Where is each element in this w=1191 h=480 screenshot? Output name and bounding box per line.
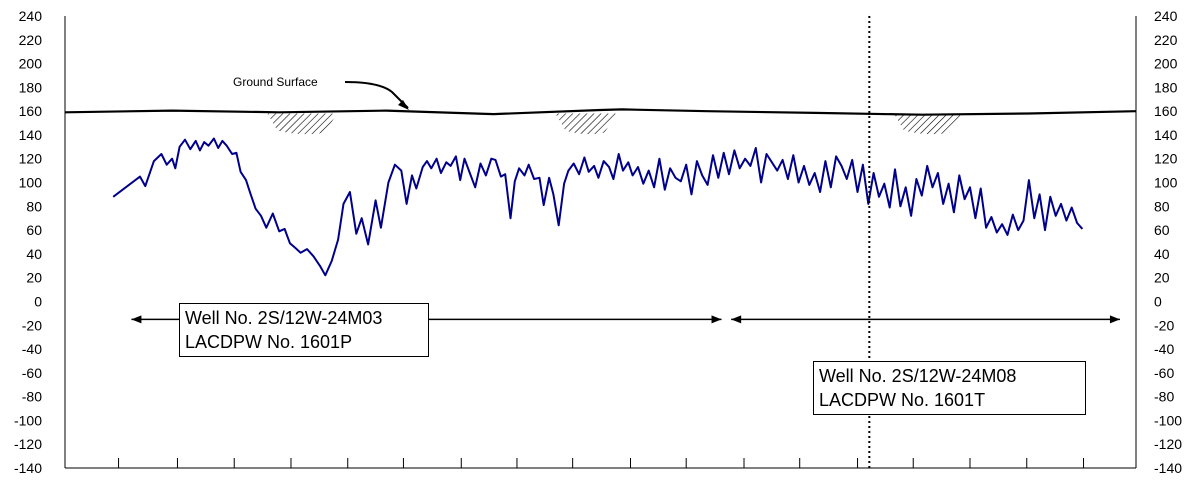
y-tick-label-left: -100	[14, 412, 42, 428]
y-tick-label-right: -80	[1154, 389, 1174, 405]
y-tick-label-right: 140	[1154, 127, 1178, 143]
soil-hatch	[555, 113, 617, 135]
y-tick-label-right: 240	[1154, 8, 1178, 24]
well-label-box-1: Well No. 2S/12W-24M03 LACDPW No. 1601P	[179, 303, 429, 357]
y-tick-label-right: 0	[1154, 293, 1162, 309]
well-number-2: Well No. 2S/12W-24M08	[819, 366, 1017, 386]
y-tick-label-right: -100	[1154, 412, 1182, 428]
y-tick-label-left: 20	[26, 270, 42, 286]
y-axis-right: 240220200180160140120100806040200-20-40-…	[1154, 8, 1182, 476]
ground-surface-leader-arrowhead	[398, 100, 409, 110]
y-tick-label-right: 60	[1154, 222, 1170, 238]
y-tick-label-left: 100	[19, 175, 43, 191]
y-tick-label-left: 240	[19, 8, 43, 24]
y-tick-label-left: 200	[19, 56, 43, 72]
y-tick-label-left: 180	[19, 79, 43, 95]
ground-surface-label: Ground Surface	[233, 75, 318, 89]
y-tick-label-right: 100	[1154, 175, 1178, 191]
y-tick-label-right: -40	[1154, 341, 1174, 357]
y-tick-label-right: -60	[1154, 365, 1174, 381]
soil-hatch-group	[267, 113, 962, 135]
x-axis	[64, 16, 1137, 469]
y-axis-left: 240220200180160140120100806040200-20-40-…	[14, 8, 42, 476]
lacdpw-number-1: LACDPW No. 1601P	[185, 332, 353, 352]
lacdpw-number-2: LACDPW No. 1601T	[819, 390, 986, 410]
y-tick-label-right: 80	[1154, 198, 1170, 214]
y-tick-label-right: 160	[1154, 103, 1178, 119]
y-tick-label-left: 40	[26, 246, 42, 262]
water-level-line	[112, 137, 1084, 277]
soil-hatch	[267, 113, 338, 135]
y-tick-label-left: 60	[26, 222, 42, 238]
y-tick-label-left: 0	[34, 293, 42, 309]
range-arrow-1-head-left	[131, 315, 142, 324]
range-arrow-2-head-left	[731, 315, 742, 324]
well-label-box-2: Well No. 2S/12W-24M08 LACDPW No. 1601T	[813, 361, 1086, 415]
range-arrow-1-head-right	[711, 315, 722, 324]
ground-surface-group	[64, 81, 1137, 116]
y-tick-label-right: -140	[1154, 460, 1182, 476]
ground-surface-leader	[344, 81, 409, 109]
y-tick-label-left: 140	[19, 127, 43, 143]
y-tick-label-right: 200	[1154, 56, 1178, 72]
water-level-series	[112, 137, 1084, 277]
y-tick-label-left: -60	[22, 365, 42, 381]
y-tick-label-right: 20	[1154, 270, 1170, 286]
y-tick-label-left: -80	[22, 389, 42, 405]
y-tick-label-right: 220	[1154, 32, 1178, 48]
y-tick-label-right: 40	[1154, 246, 1170, 262]
well-number-1: Well No. 2S/12W-24M03	[185, 308, 383, 328]
y-tick-label-left: -40	[22, 341, 42, 357]
y-tick-label-left: 80	[26, 198, 42, 214]
y-tick-label-left: 220	[19, 32, 43, 48]
y-tick-label-right: 180	[1154, 79, 1178, 95]
y-tick-label-left: 120	[19, 151, 43, 167]
soil-hatch	[893, 113, 962, 135]
y-tick-label-right: -120	[1154, 436, 1182, 452]
y-tick-label-left: -120	[14, 436, 42, 452]
y-tick-label-left: 160	[19, 103, 43, 119]
y-tick-label-right: -20	[1154, 317, 1174, 333]
y-tick-label-left: -20	[22, 317, 42, 333]
y-tick-label-left: -140	[14, 460, 42, 476]
range-arrow-2-head-right	[1109, 315, 1120, 324]
y-tick-label-right: 120	[1154, 151, 1178, 167]
ground-surface-line	[64, 108, 1137, 116]
